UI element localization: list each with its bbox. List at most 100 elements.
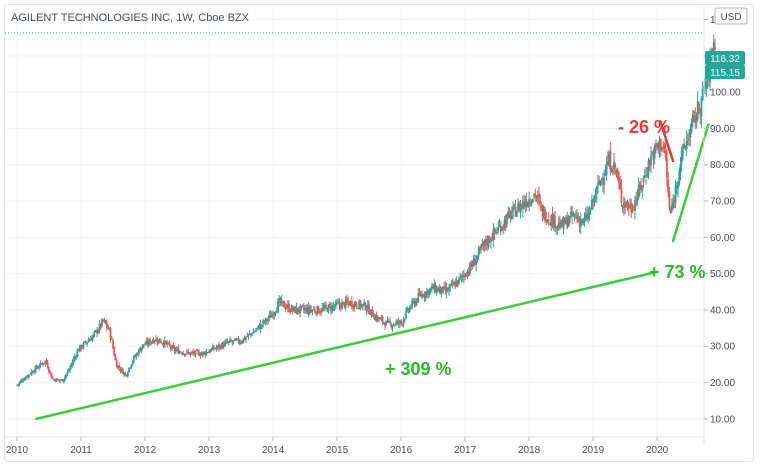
candle-body [376, 316, 379, 321]
candle-body [253, 331, 256, 333]
candle-body [30, 371, 33, 375]
candle-body [643, 175, 646, 178]
candle-body [669, 207, 672, 213]
candle-body [448, 287, 450, 291]
price-chart[interactable]: 10.00 20.00 30.00 40.00 50.00 60.00 70.00 80.00… [5, 5, 753, 461]
candle-body [150, 341, 153, 344]
candle-body [641, 185, 644, 190]
candle-body [306, 308, 309, 313]
x-tick-label: 2013 [198, 445, 221, 456]
candle-body [454, 283, 457, 288]
candle-body [151, 341, 154, 343]
candle-body [37, 367, 39, 369]
candle-body [327, 304, 330, 313]
candle-body [136, 353, 139, 355]
candle-body [476, 255, 479, 260]
candle-body [70, 364, 73, 367]
candle-body [105, 322, 108, 328]
candle-body [410, 307, 412, 309]
candle-body [451, 282, 454, 286]
y-tick-label: 40.00 [710, 305, 735, 316]
candle-body [139, 349, 141, 352]
candle-body [304, 308, 306, 311]
annotation-309: + 309 % [385, 359, 452, 379]
candle-body [583, 218, 586, 220]
candle-body [352, 305, 354, 308]
candle-body [199, 355, 202, 356]
candle-body [694, 115, 697, 123]
candle-body [588, 210, 591, 214]
close-price-tag: 115.15 [705, 65, 745, 79]
candle-body [72, 358, 75, 363]
candle-body [331, 305, 334, 312]
candle-body [88, 339, 91, 342]
candle-body [640, 185, 643, 190]
candle-body [609, 151, 612, 171]
candle-body [579, 220, 582, 228]
candle-body [414, 300, 417, 306]
candle-body [64, 376, 66, 380]
candle-body [320, 311, 322, 313]
candle-body [362, 303, 364, 306]
candle-body [118, 365, 121, 369]
candle-body [83, 341, 86, 343]
time-scale[interactable]: 2010 2011 2012 2013 2014 2015 2016 2017 2018 2019… [6, 437, 669, 456]
candle-body [674, 186, 677, 202]
candle-body [381, 316, 384, 323]
candle-body [486, 242, 489, 246]
candle-body [130, 364, 133, 368]
candle-body [419, 294, 422, 297]
candle-body [598, 180, 601, 184]
candle-body [502, 226, 505, 228]
candle-body [125, 374, 128, 376]
candle-body [549, 223, 551, 225]
candle-body [678, 170, 681, 184]
candle-body [364, 302, 367, 310]
candle-body [240, 342, 242, 344]
candle-body [221, 342, 224, 349]
candle-body [61, 379, 64, 382]
y-tick-label: 80.00 [710, 160, 735, 171]
candle-body [426, 290, 428, 294]
candle-body [66, 371, 69, 375]
candle-body [503, 219, 506, 230]
candle-body [144, 344, 146, 346]
candle-body [22, 380, 25, 382]
candle-body [653, 145, 656, 159]
candle-body [245, 337, 247, 340]
candle-body [682, 145, 684, 154]
candle-body [65, 374, 68, 377]
candle-body [677, 181, 679, 189]
currency-button[interactable]: USD [714, 7, 748, 25]
candle-body [80, 344, 82, 349]
candle-body [631, 209, 634, 212]
candle-body [594, 196, 597, 199]
candle-body [578, 218, 581, 226]
candle-body [562, 218, 565, 230]
candle-body [325, 304, 327, 307]
candle-body [391, 325, 394, 328]
candle-body [259, 323, 262, 330]
candle-body [440, 287, 443, 293]
candle-body [54, 379, 57, 382]
candle-body [19, 380, 22, 383]
candle-body [483, 239, 486, 246]
candle-body [248, 333, 251, 335]
candle-body [395, 322, 398, 325]
candle-body [348, 302, 351, 306]
candle-body [174, 349, 177, 352]
candle-body [355, 304, 358, 308]
candle-body [467, 272, 470, 274]
candle-body [214, 348, 217, 350]
candle-body [552, 215, 555, 227]
annotation-lines [34, 119, 710, 421]
candle-body [513, 205, 516, 207]
candle-body [213, 347, 215, 350]
candle-body [689, 128, 692, 138]
last-price-text: 116.32 [710, 54, 740, 65]
candle-body [204, 352, 207, 355]
candle-body [358, 300, 361, 309]
candle-body [433, 283, 436, 291]
candle-body [627, 206, 630, 210]
candle-body [497, 227, 500, 231]
